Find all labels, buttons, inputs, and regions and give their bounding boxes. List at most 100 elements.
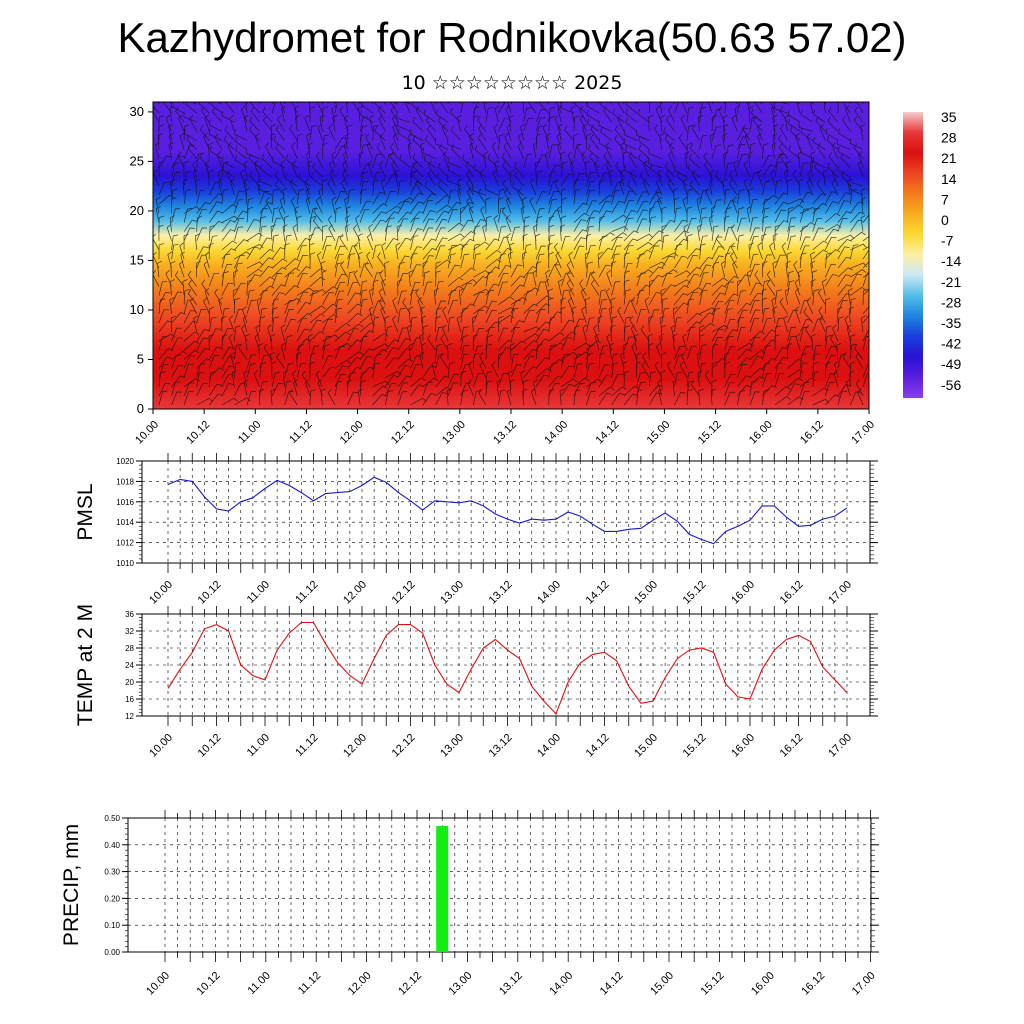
wind-barb <box>170 178 176 196</box>
wind-barb <box>347 339 362 351</box>
wind-barb <box>447 201 462 214</box>
wind-barb <box>208 316 217 333</box>
wind-barb <box>210 102 223 114</box>
wind-barb <box>158 298 166 314</box>
wind-barb <box>227 142 235 159</box>
wind-barb <box>785 260 791 278</box>
y-tick-label: 1012 <box>116 539 134 548</box>
wind-barb <box>799 236 811 251</box>
wind-barb <box>699 256 714 269</box>
wind-barb <box>273 135 285 150</box>
wind-barb <box>196 201 211 214</box>
wind-barb <box>796 102 801 114</box>
wind-barb <box>390 102 399 114</box>
wind-barb <box>554 178 562 196</box>
wind-barb <box>234 155 248 169</box>
wind-barb <box>435 237 448 251</box>
y-tick-label: 0.30 <box>104 868 120 877</box>
wind-barb <box>201 279 210 296</box>
wind-barb <box>787 326 797 342</box>
wind-barb <box>636 218 648 232</box>
wind-barb <box>636 130 650 141</box>
wind-barb <box>772 114 778 132</box>
y-axis-title: TEMP at 2 M <box>74 604 97 726</box>
wind-barb <box>334 282 345 296</box>
wind-barb <box>573 133 579 150</box>
wind-barb <box>234 251 251 260</box>
wind-barb <box>586 189 595 205</box>
wind-barb <box>234 282 246 296</box>
wind-barb <box>158 291 171 305</box>
x-tick-label: 12.00 <box>346 970 374 998</box>
wind-barb <box>631 342 638 360</box>
wind-barb <box>715 234 725 251</box>
wind-barb <box>815 116 826 132</box>
wind-barb <box>339 233 348 251</box>
wind-barb <box>774 386 791 397</box>
wind-barb <box>447 244 458 260</box>
wind-barb <box>334 206 342 223</box>
wind-barb <box>435 392 448 406</box>
wind-barb <box>209 383 222 397</box>
wind-barb <box>284 319 296 333</box>
wind-barb <box>158 115 165 132</box>
wind-barb <box>271 273 283 287</box>
wind-barb <box>498 327 509 342</box>
wind-barb <box>460 353 469 369</box>
wind-barb <box>282 224 288 241</box>
wind-barb <box>334 102 338 114</box>
wind-barb <box>858 151 864 168</box>
wind-barb <box>284 258 300 269</box>
wind-barb <box>183 206 201 214</box>
wind-barb <box>485 249 502 260</box>
wind-barb <box>209 210 223 223</box>
wind-barb <box>724 336 734 351</box>
wind-barb <box>762 357 777 369</box>
wind-barb <box>573 188 581 205</box>
x-tick-label: 14.12 <box>584 732 612 760</box>
wind-barb <box>535 191 548 205</box>
wind-barb <box>168 123 173 141</box>
colorbar-label: -35 <box>941 315 961 331</box>
wind-barb <box>246 261 264 269</box>
wind-barb <box>548 316 556 333</box>
wind-barb <box>837 293 852 305</box>
wind-barb <box>379 133 386 150</box>
wind-barb <box>728 179 738 196</box>
wind-barb <box>450 125 461 141</box>
wind-barb <box>193 315 199 333</box>
wind-barb <box>234 383 246 397</box>
wind-barb <box>523 309 535 324</box>
wind-barb <box>407 142 413 159</box>
wind-barb <box>435 245 446 260</box>
wind-barb <box>837 246 850 260</box>
wind-barb <box>346 379 352 396</box>
wind-barb <box>439 102 449 114</box>
wind-barb <box>746 102 751 114</box>
wind-barb <box>691 169 700 187</box>
wind-barb <box>208 346 222 360</box>
x-tick-label: 15.00 <box>645 419 673 447</box>
wind-barb <box>749 263 760 278</box>
wind-barb <box>234 397 251 406</box>
wind-barb <box>822 169 828 187</box>
wind-barb <box>579 105 587 123</box>
y-axis-title: PMSL <box>74 483 97 540</box>
wind-barb <box>457 178 462 196</box>
wind-barb <box>654 361 663 378</box>
wind-barb <box>828 107 839 123</box>
wind-barb <box>774 325 781 342</box>
wind-barb <box>773 103 788 114</box>
wind-barb <box>498 296 515 305</box>
wind-barb <box>246 206 254 223</box>
panel-frame <box>127 817 872 953</box>
wind-barb <box>372 362 381 378</box>
x-tick-label: 17.00 <box>849 419 877 447</box>
wind-barb <box>196 337 209 351</box>
wind-barb <box>232 288 238 305</box>
wind-barb <box>754 270 763 287</box>
wind-barb <box>711 379 717 396</box>
wind-barb <box>648 148 663 160</box>
wind-barb <box>573 115 580 132</box>
